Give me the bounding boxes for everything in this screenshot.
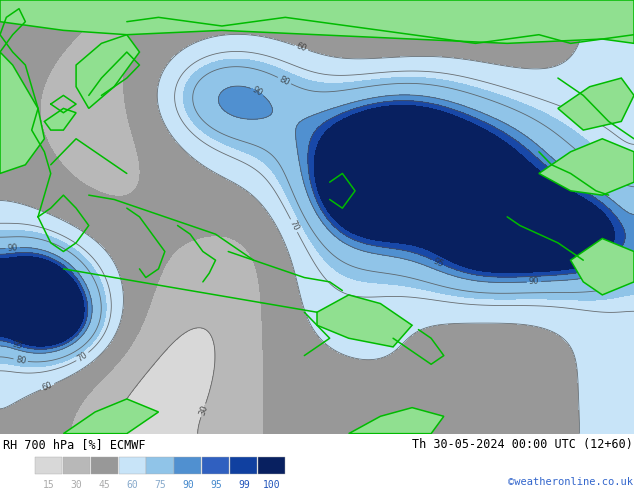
Text: 15: 15	[43, 480, 55, 490]
Bar	[63, 457, 90, 474]
Text: 99: 99	[238, 480, 250, 490]
Text: 100: 100	[263, 480, 281, 490]
Polygon shape	[0, 52, 44, 173]
Text: 90: 90	[250, 85, 264, 98]
Text: 60: 60	[41, 380, 55, 393]
Text: 80: 80	[278, 74, 291, 87]
Bar	[146, 457, 174, 474]
Text: 90: 90	[183, 480, 194, 490]
Text: 95: 95	[210, 480, 222, 490]
Bar	[91, 457, 118, 474]
Bar	[174, 457, 202, 474]
Bar	[119, 457, 146, 474]
Polygon shape	[317, 295, 412, 347]
Text: 70: 70	[75, 350, 89, 364]
Text: 80: 80	[15, 355, 27, 366]
Text: ©weatheronline.co.uk: ©weatheronline.co.uk	[508, 477, 633, 487]
Text: 90: 90	[529, 277, 540, 287]
Text: 60: 60	[295, 42, 308, 54]
Polygon shape	[44, 108, 76, 130]
Text: 90: 90	[7, 243, 18, 253]
Polygon shape	[0, 0, 634, 44]
Bar	[35, 457, 62, 474]
Text: 30: 30	[197, 404, 209, 417]
Polygon shape	[76, 35, 139, 108]
Text: 60: 60	[127, 480, 138, 490]
Text: 30: 30	[71, 480, 82, 490]
Text: RH 700 hPa [%] ECMWF: RH 700 hPa [%] ECMWF	[3, 438, 146, 451]
Bar	[202, 457, 230, 474]
Text: 75: 75	[155, 480, 166, 490]
Text: 95: 95	[432, 256, 445, 269]
Bar	[258, 457, 285, 474]
Text: 70: 70	[287, 219, 301, 232]
Polygon shape	[349, 408, 444, 434]
Polygon shape	[571, 239, 634, 295]
Bar	[230, 457, 257, 474]
Text: 95: 95	[11, 339, 24, 351]
Polygon shape	[539, 139, 634, 195]
Polygon shape	[63, 399, 158, 434]
Text: 45: 45	[99, 480, 110, 490]
Text: Th 30-05-2024 00:00 UTC (12+60): Th 30-05-2024 00:00 UTC (12+60)	[412, 438, 633, 451]
Polygon shape	[558, 78, 634, 130]
